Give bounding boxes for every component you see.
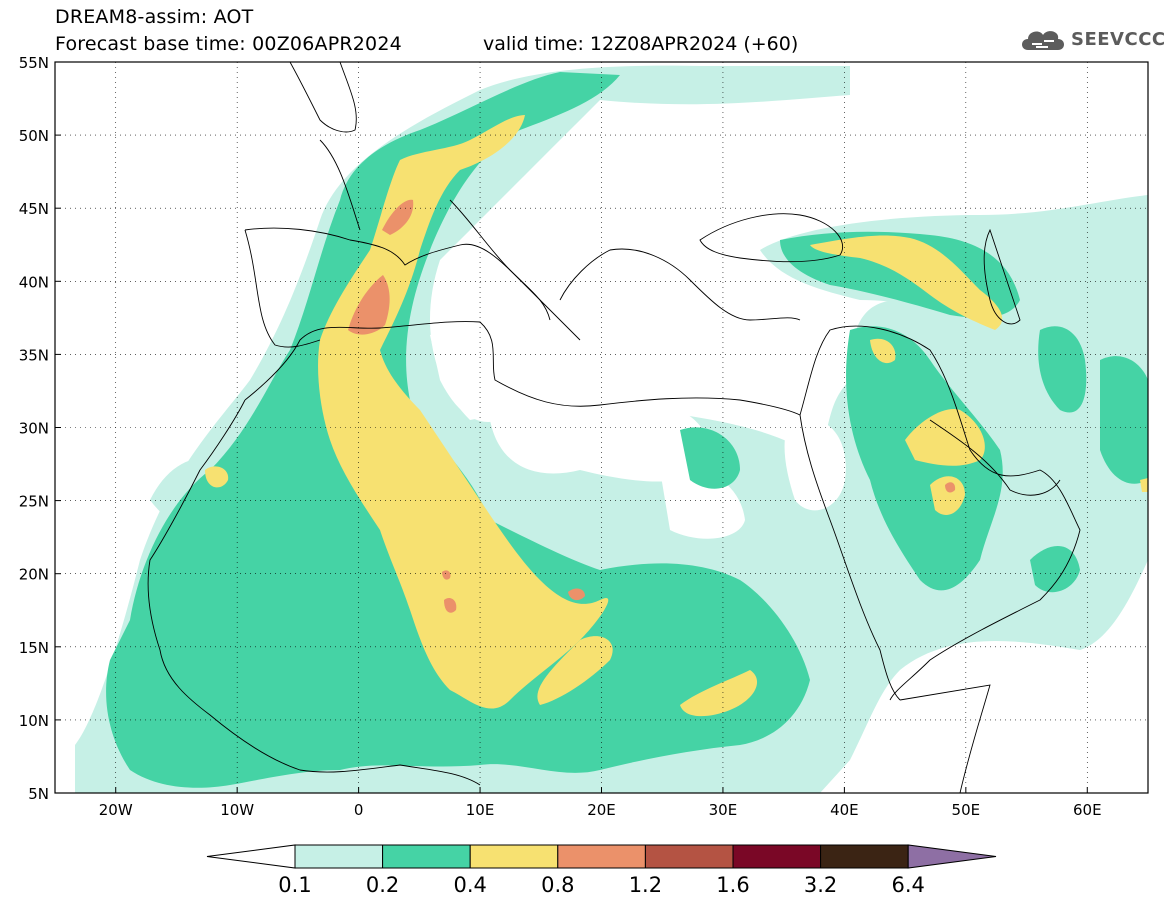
aot-band-0.8 xyxy=(444,598,457,613)
lon-label: 0 xyxy=(354,801,364,819)
aot-clear-region xyxy=(490,398,708,482)
aot-band-0.8 xyxy=(568,588,585,601)
lon-label: 40E xyxy=(830,801,859,819)
graticule xyxy=(55,62,1148,793)
colorbar-segment xyxy=(382,844,471,869)
lat-label: 50N xyxy=(19,127,49,145)
aot-band-0.2 xyxy=(1030,546,1080,593)
colorbar-segment xyxy=(820,844,909,869)
colorbar-segment xyxy=(732,844,822,869)
aot-field xyxy=(75,65,1148,793)
lat-label: 35N xyxy=(19,346,49,364)
lat-label: 55N xyxy=(19,54,49,72)
aot-band-0.4 xyxy=(905,409,985,466)
coastline-africa xyxy=(147,399,481,786)
latitude-axis: 55N 50N 45N 40N 35N 30N 25N 20N 15N 10N 5N xyxy=(19,54,61,803)
aot-band-0.8 xyxy=(382,199,414,235)
coastline-france-iberia xyxy=(244,139,361,348)
coastline-europe xyxy=(244,227,801,341)
aot-band-0.4 xyxy=(870,338,896,364)
aot-band-0.4 xyxy=(930,476,965,515)
colorbar-segment xyxy=(557,844,646,869)
aot-band-0.2 xyxy=(680,427,740,489)
lat-label: 5N xyxy=(28,785,49,803)
colorbar-segment xyxy=(294,844,384,869)
coastline-persian-gulf xyxy=(929,419,1061,496)
lat-label: 30N xyxy=(19,420,49,438)
aot-band-0.2 xyxy=(1100,356,1148,484)
colorbar-segment xyxy=(644,844,734,869)
lat-label: 25N xyxy=(19,493,49,511)
coastline-horn-africa xyxy=(899,684,991,793)
lon-label: 60E xyxy=(1073,801,1102,819)
colorbar-label: 1.6 xyxy=(716,873,749,897)
lat-label: 40N xyxy=(19,273,49,291)
coastline-black-sea xyxy=(699,213,843,263)
colorbar-label: 6.4 xyxy=(891,873,924,897)
colorbar-low-arrow xyxy=(206,844,296,869)
lon-label: 20E xyxy=(587,801,616,819)
lat-label: 45N xyxy=(19,200,49,218)
aot-band-0.8 xyxy=(348,275,390,335)
coastline-italy xyxy=(449,199,551,321)
seevccc-logo: SEEVCCC xyxy=(1018,24,1165,54)
colorbar-label: 0.1 xyxy=(278,873,311,897)
lon-label: 10E xyxy=(466,801,495,819)
aot-band-0.4 xyxy=(318,115,609,709)
chart-title: DREAM8-assim: AOT xyxy=(55,6,254,28)
colorbar-label: 1.2 xyxy=(629,873,662,897)
lon-label: 50E xyxy=(952,801,981,819)
coastline-north-africa xyxy=(244,321,801,416)
lat-label: 10N xyxy=(19,712,49,730)
coastline-arabia xyxy=(799,325,1081,701)
aot-band-0.8 xyxy=(945,482,956,493)
colorbar-high-arrow xyxy=(907,844,997,869)
colorbar-segment xyxy=(469,844,559,869)
lat-label: 15N xyxy=(19,639,49,657)
aot-band-0.4 xyxy=(537,636,613,705)
valid-time: valid time: 12Z08APR2024 (+60) xyxy=(483,33,799,55)
lon-label: 20W xyxy=(99,801,133,819)
forecast-base-time: Forecast base time: 00Z06APR2024 xyxy=(55,33,402,55)
colorbar-label: 0.2 xyxy=(366,873,399,897)
lat-label: 20N xyxy=(19,566,49,584)
coastline-caspian xyxy=(983,228,1021,325)
aot-band-0.8 xyxy=(442,570,451,580)
aot-band-0.4 xyxy=(205,466,229,488)
coastlines xyxy=(147,62,1081,793)
logo-text: SEEVCCC xyxy=(1071,28,1165,50)
aot-band-0.4 xyxy=(680,670,758,717)
aot-band-0.4 xyxy=(810,235,1003,330)
aot-clear-region xyxy=(430,329,529,422)
colorbar-label: 3.2 xyxy=(804,873,837,897)
lon-label: 30E xyxy=(709,801,738,819)
aot-band-0.4 xyxy=(1140,478,1148,492)
colorbar-label: 0.8 xyxy=(541,873,574,897)
lon-label: 10W xyxy=(220,801,254,819)
longitude-axis: 20W 10W 0 10E 20E 30E 40E 50E 60E xyxy=(99,787,1102,819)
colorbar-label: 0.4 xyxy=(453,873,486,897)
colorbar: 0.1 0.2 0.4 0.8 1.2 1.6 3.2 6.4 xyxy=(206,844,997,897)
coastline-red-sea xyxy=(799,414,901,701)
coastline-britain xyxy=(289,62,357,133)
cloud-icon xyxy=(1022,31,1064,50)
aot-band-0.2 xyxy=(1038,326,1087,413)
aot-clear-region xyxy=(784,418,846,511)
aot-band-0.2 xyxy=(106,72,810,788)
